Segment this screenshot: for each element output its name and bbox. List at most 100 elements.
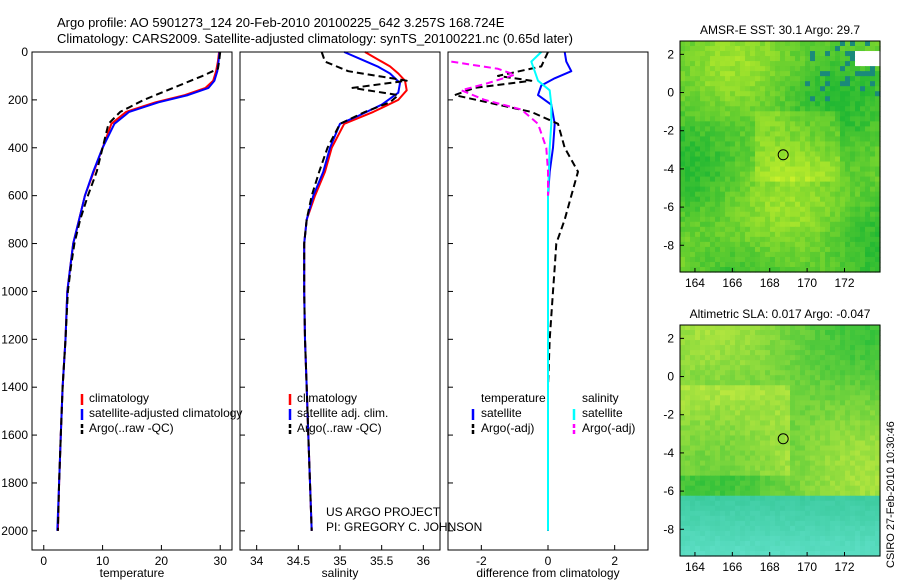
heatmap-cell: [765, 520, 771, 527]
heatmap-cell: [865, 485, 871, 492]
heatmap-cell: [685, 525, 691, 532]
heatmap-cell: [745, 51, 751, 57]
heatmap-cell: [845, 81, 851, 87]
heatmap-cell: [780, 520, 786, 527]
heatmap-cell: [855, 350, 861, 356]
heatmap-cell: [840, 435, 846, 442]
heatmap-cell: [790, 355, 796, 361]
heatmap-cell: [695, 435, 701, 442]
heatmap-cell: [755, 191, 761, 198]
heatmap-cell: [780, 221, 786, 228]
heatmap-cell: [720, 201, 726, 208]
heatmap-cell: [730, 520, 736, 527]
heatmap-cell: [825, 216, 831, 223]
heatmap-cell: [735, 500, 741, 507]
heatmap-cell: [805, 136, 811, 143]
heatmap-cell: [820, 500, 826, 507]
heatmap-cell: [710, 201, 716, 208]
heatmap-cell: [805, 535, 811, 542]
heatmap-cell: [720, 241, 726, 248]
heatmap-cell: [715, 126, 721, 132]
heatmap-cell: [690, 545, 696, 552]
heatmap-cell: [750, 136, 756, 143]
heatmap-cell: [835, 480, 841, 487]
heatmap-cell: [735, 81, 741, 87]
heatmap-cell: [855, 86, 861, 92]
heatmap-cell: [850, 56, 856, 62]
heatmap-cell: [790, 236, 796, 243]
heatmap-cell: [825, 56, 831, 62]
heatmap-cell: [755, 56, 761, 62]
heatmap-cell: [800, 161, 806, 168]
heatmap-cell: [715, 141, 721, 148]
heatmap-cell: [740, 410, 746, 416]
heatmap-cell: [820, 510, 826, 517]
heatmap-cell: [820, 390, 826, 396]
heatmap-cell: [730, 151, 736, 158]
heatmap-cell: [825, 420, 831, 427]
heatmap-cell: [820, 146, 826, 153]
heatmap-cell: [760, 211, 766, 218]
heatmap-cell: [855, 445, 861, 452]
heatmap-cell: [710, 111, 716, 117]
heatmap-cell: [825, 325, 831, 331]
heatmap-cell: [765, 156, 771, 163]
heatmap-cell: [735, 525, 741, 532]
heatmap-cell: [805, 435, 811, 442]
heatmap-cell: [740, 330, 746, 336]
heatmap-cell: [850, 480, 856, 487]
heatmap-cell: [870, 545, 876, 552]
heatmap-cell: [685, 465, 691, 472]
heatmap-cell: [730, 525, 736, 532]
heatmap-cell: [790, 181, 796, 188]
heatmap-cell: [705, 490, 711, 497]
heatmap-cell: [855, 355, 861, 361]
heatmap-cell: [850, 211, 856, 218]
heatmap-cell: [815, 256, 821, 263]
heatmap-cell: [785, 236, 791, 243]
heatmap-cell: [820, 550, 826, 557]
heatmap-cell: [840, 71, 846, 77]
heatmap-cell: [735, 261, 741, 268]
heatmap-cell: [865, 96, 871, 102]
heatmap-cell: [800, 126, 806, 132]
heatmap-cell: [755, 41, 761, 47]
heatmap-cell: [700, 335, 706, 341]
heatmap-cell: [785, 176, 791, 183]
heatmap-cell: [855, 465, 861, 472]
heatmap-cell: [715, 520, 721, 527]
heatmap-cell: [845, 101, 851, 107]
heatmap-cell: [855, 460, 861, 467]
heatmap-cell: [825, 206, 831, 213]
heatmap-cell: [705, 86, 711, 92]
heatmap-cell: [835, 71, 841, 77]
heatmap-cell: [760, 226, 766, 233]
heatmap-cell: [780, 166, 786, 173]
heatmap-cell: [690, 166, 696, 173]
heatmap-cell: [875, 136, 881, 143]
heatmap-cell: [810, 66, 816, 72]
heatmap-cell: [680, 171, 686, 178]
heatmap-cell: [785, 420, 791, 427]
heatmap-cell: [725, 151, 731, 158]
heatmap-cell: [860, 500, 866, 507]
heatmap-cell: [690, 340, 696, 346]
legend-label: Argo(-adj): [481, 421, 534, 435]
heatmap-cell: [765, 415, 771, 422]
heatmap-cell: [735, 530, 741, 537]
heatmap-cell: [785, 226, 791, 233]
heatmap-cell: [800, 480, 806, 487]
heatmap-cell: [870, 76, 876, 82]
heatmap-cell: [875, 475, 881, 482]
series-line-argo: [56, 51, 222, 531]
heatmap-cell: [750, 131, 756, 138]
heatmap-cell: [720, 206, 726, 213]
heatmap-cell: [840, 61, 846, 67]
heatmap-cell: [695, 495, 701, 502]
heatmap-cell: [685, 146, 691, 153]
heatmap-cell: [765, 395, 771, 401]
heatmap-cell: [730, 206, 736, 213]
heatmap-cell: [860, 236, 866, 243]
heatmap-cell: [860, 400, 866, 406]
heatmap-cell: [860, 405, 866, 411]
